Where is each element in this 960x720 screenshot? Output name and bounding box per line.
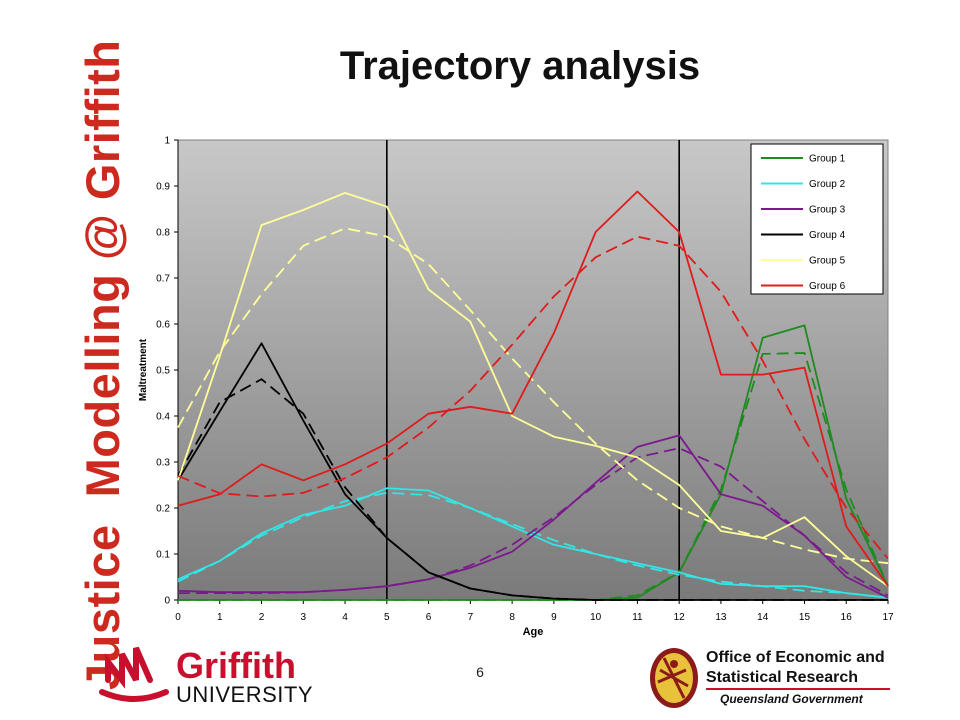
legend-label-group-3: Group 3 [809,205,846,216]
page-number: 6 [476,664,484,680]
group-3-observed-line [177,434,889,599]
group-5-predicted-line [177,227,889,565]
x-tick-label: 16 [841,612,853,623]
oesr-title-line3: Queensland Government [720,692,864,706]
banner-word-modelling: Modelling @ [76,213,129,498]
griffith-university-logo: Griffith UNIVERSITY [99,645,313,707]
x-tick-label: 11 [632,612,643,623]
vertical-markers [386,140,680,600]
x-tick-label: 2 [259,612,265,623]
griffith-name: Griffith [176,645,296,686]
y-tick-label: 0.6 [156,320,170,331]
y-tick-label: 0.9 [156,182,170,193]
x-tick-label: 8 [509,612,515,623]
x-tick-label: 7 [468,612,474,623]
y-axis-label: Maltreatment [138,338,149,401]
legend-label-group-4: Group 4 [809,230,846,241]
legend-label-group-5: Group 5 [809,256,846,267]
group-2-predicted-line [177,491,889,599]
group-4-observed-line [177,342,888,601]
slide-title: Trajectory analysis [339,44,701,88]
legend: Group 1 Group 2 Group 3 Group 4 Group 5 Group… [750,143,884,295]
y-tick-label: 0.7 [156,274,170,285]
x-tick-label: 12 [674,612,686,623]
y-tick-label: 1 [164,136,170,147]
y-tick-label: 0.2 [156,504,170,515]
y-tick-label: 0.3 [156,458,170,469]
y-tick-label: 0.8 [156,228,170,239]
x-axis-label: Age [523,626,544,638]
y-tick-label: 0.1 [156,550,170,561]
trajectory-chart: 00.10.20.30.40.50.60.70.80.910 1 2 3 4 5 6 7 8 9 1… [138,136,894,639]
legend-label-group-6: Group 6 [809,281,846,292]
griffith-emblem-icon [99,646,169,702]
x-tick-label: 0 [175,612,181,623]
legend-box [750,143,884,295]
x-tick-label: 15 [799,612,811,623]
legend-label-group-1: Group 1 [809,154,846,165]
griffith-university-label: UNIVERSITY [176,682,313,707]
oesr-title-line1: Office of Economic and [706,649,885,666]
y-tick-label: 0.4 [156,412,170,423]
x-tick-label: 17 [882,612,894,623]
oesr-title-line2: Statistical Research [706,669,858,686]
x-tick-label: 5 [384,612,390,623]
x-tick-label: 1 [217,612,223,623]
group-5-observed-line [177,192,889,587]
oesr-logo: Office of Economic and Statistical Resea… [650,648,890,708]
x-tick-label: 3 [301,612,307,623]
group-6-observed-line [177,190,889,587]
x-tick-label: 9 [551,612,557,623]
x-tick-label: 10 [590,612,602,623]
banner-word-griffith: Griffith [76,39,129,201]
legend-label-group-2: Group 2 [809,179,846,190]
group-1-observed-line [178,324,889,601]
series-lines [177,190,889,601]
y-tick-label: 0 [164,596,170,607]
side-banner: Justice Modelling @ Griffith [0,0,129,720]
y-tick-label: 0.5 [156,366,170,377]
queensland-crest-icon [650,648,698,708]
x-tick-label: 13 [715,612,727,623]
x-tick-label: 4 [342,612,348,623]
x-tick-label: 6 [426,612,432,623]
x-tick-label: 14 [757,612,769,623]
side-banner-text: Justice Modelling @ Griffith [75,39,130,690]
